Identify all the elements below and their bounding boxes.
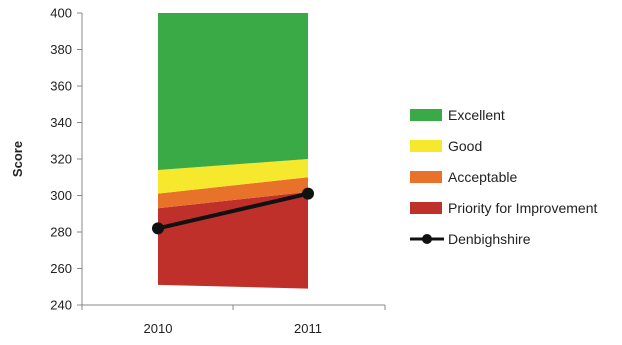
legend-label-excellent: Excellent — [448, 107, 505, 123]
legend-swatch-excellent — [410, 109, 442, 121]
y-axis-label: Score — [10, 141, 25, 177]
y-tick-label: 260 — [50, 261, 72, 276]
y-tick-label: 380 — [50, 42, 72, 57]
y-axis-ticks: 240 260 280 300 320 340 360 380 400 — [50, 6, 82, 313]
y-tick-label: 400 — [50, 6, 72, 21]
band-acceptable — [158, 177, 308, 209]
series-lines — [152, 187, 314, 235]
legend-swatch-priority-for-improvement — [410, 202, 442, 214]
data-point-denbighshire — [152, 222, 164, 235]
y-tick-label: 240 — [50, 298, 72, 313]
y-tick-label: 300 — [50, 188, 72, 203]
y-tick-label: 340 — [50, 115, 72, 130]
legend-label-priority-for-improvement: Priority for Improvement — [448, 200, 597, 216]
x-tick-label: 2011 — [294, 321, 322, 336]
band-priority-for-improvement — [158, 191, 308, 289]
band-areas — [158, 13, 308, 289]
legend-marker-denbighshire — [422, 234, 432, 244]
legend: Excellent Good Acceptable Priority for Impr… — [410, 107, 597, 247]
legend-label-acceptable: Acceptable — [448, 169, 517, 185]
y-tick-label: 360 — [50, 79, 72, 94]
series-line-denbighshire — [157, 191, 309, 231]
legend-swatch-acceptable — [410, 171, 442, 183]
legend-swatch-good — [410, 140, 442, 152]
x-axis-ticks: 2010 2011 — [81, 305, 386, 336]
y-tick-label: 320 — [50, 152, 72, 167]
band-excellent — [158, 13, 308, 170]
legend-label-good: Good — [448, 138, 482, 154]
legend-label-denbighshire: Denbighshire — [448, 231, 531, 247]
x-tick-label: 2010 — [144, 321, 173, 336]
band-good — [158, 159, 308, 194]
data-point-denbighshire — [302, 187, 314, 200]
y-tick-label: 280 — [50, 225, 72, 240]
